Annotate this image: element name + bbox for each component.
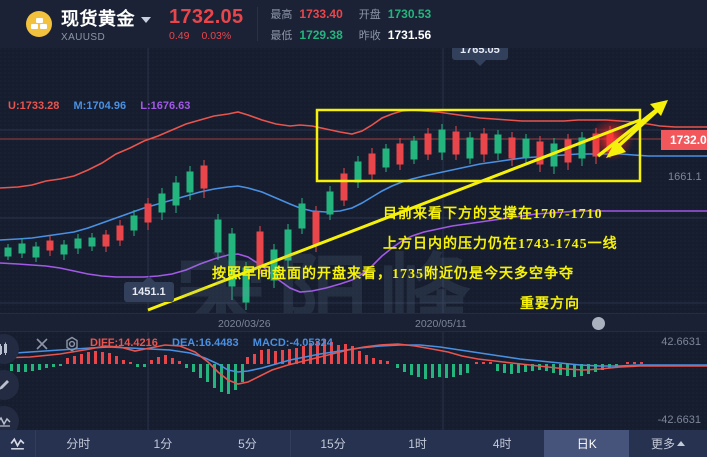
annotation-line-3: 按照早间盘面的开盘来看，1735附近仍是今天多空争夺 <box>212 267 574 282</box>
high-price-flag: 1765.05 <box>452 48 508 66</box>
time-label-1: 2020/03/26 <box>218 318 271 330</box>
price-block: 1732.05 0.49 0.03% <box>169 6 243 42</box>
more-button-label: 更多 <box>650 437 675 451</box>
timeframe-1m[interactable]: 1分 <box>121 430 206 457</box>
low-price-flag-value: 1451.1 <box>132 286 166 298</box>
time-label-2: 2020/05/11 <box>415 318 467 330</box>
symbol-block[interactable]: 现货黄金 XAUUSD <box>61 5 151 43</box>
low-price-flag: 1451.1 <box>124 276 174 302</box>
bollinger-legend: U:1733.28 M:1704.96 L:1676.63 <box>8 100 190 112</box>
symbol-name: 现货黄金 <box>61 9 135 29</box>
change-absolute: 0.49 <box>169 30 190 42</box>
macd-diff-value: DIFF:14.4216 <box>90 337 158 349</box>
stat-high-value: 1733.40 <box>299 6 343 21</box>
indicator-wave-icon <box>0 416 11 427</box>
boll-mid-value: M:1704.96 <box>73 100 127 112</box>
stat-high-label: 最高 <box>270 8 293 21</box>
timeframe-fenshi-label: 分时 <box>66 437 91 451</box>
stat-prevclose-value: 1731.56 <box>387 27 432 42</box>
timeframe-4h-label: 4时 <box>492 437 512 451</box>
timeframe-toolbar[interactable]: 分时 1分 5分 15分 1时 4时 日K 更多 <box>0 430 707 457</box>
timeframe-4h[interactable]: 4时 <box>460 430 545 457</box>
time-axis-marker[interactable] <box>592 317 605 330</box>
candlestick-icon <box>0 342 7 355</box>
current-price-tag: 1732.05 <box>661 130 707 150</box>
macd-axis-bottom: -42.6631 <box>657 414 701 426</box>
down-arrow-annotation <box>606 106 662 158</box>
quote-stats: 最高 1733.40 最低 1729.38 开盘 1730.53 昨收 1731… <box>270 6 447 43</box>
line-chart-icon <box>10 437 25 450</box>
timeframe-1m-label: 1分 <box>153 437 173 451</box>
candlestick-series <box>4 124 614 310</box>
timeframe-daily[interactable]: 日K <box>544 430 630 457</box>
gold-bars-icon <box>26 11 52 37</box>
close-icon[interactable] <box>34 336 50 352</box>
stat-low-value: 1729.38 <box>299 27 343 42</box>
side-tool-draw[interactable] <box>0 370 19 400</box>
side-tool-candlestick[interactable] <box>0 334 19 364</box>
quote-header: 现货黄金 XAUUSD 1732.05 0.49 0.03% 最高 1733.4… <box>0 0 707 48</box>
header-divider <box>257 7 259 41</box>
macd-panel[interactable]: DIFF:14.4216 DEA:16.4483 MACD:-4.05324 4… <box>0 332 707 430</box>
timeframe-1h[interactable]: 1时 <box>375 430 460 457</box>
timeframe-fenshi[interactable]: 分时 <box>36 430 121 457</box>
macd-canvas <box>0 332 707 430</box>
stat-prevclose: 昨收 1731.56 <box>359 27 431 43</box>
stat-open-label: 开盘 <box>358 8 381 21</box>
stat-open-value: 1730.53 <box>387 6 432 21</box>
annotation-line-1: 目前来看下方的支撑在1707-1710 <box>383 207 603 222</box>
timeframe-5m[interactable]: 5分 <box>205 430 290 457</box>
chevron-down-icon[interactable] <box>141 17 151 23</box>
boll-upper-value: U:1733.28 <box>8 100 60 112</box>
macd-dea-value: DEA:16.4483 <box>172 337 239 349</box>
price-axis-label: 1661.1 <box>668 171 702 183</box>
change-percent: 0.03% <box>201 30 232 42</box>
stat-low-label: 最低 <box>270 29 293 42</box>
price-chart-canvas <box>0 48 707 313</box>
stat-high: 最高 1733.40 <box>270 6 342 22</box>
macd-legend: DIFF:14.4216 DEA:16.4483 MACD:-4.05324 <box>90 337 333 349</box>
pencil-icon <box>0 380 9 390</box>
trendline-annotation <box>147 118 641 312</box>
side-tool-indicator[interactable] <box>0 406 19 430</box>
macd-macd-value: MACD:-4.05324 <box>252 337 333 349</box>
boll-lower-value: L:1676.63 <box>140 100 191 112</box>
more-button[interactable]: 更多 <box>629 430 707 457</box>
timeframe-1h-label: 1时 <box>408 437 427 451</box>
settings-icon[interactable] <box>64 336 80 352</box>
chevron-up-icon <box>677 441 685 446</box>
stat-open: 开盘 1730.53 <box>359 6 431 22</box>
time-axis: 2020/03/26 2020/05/11 <box>0 313 707 332</box>
annotation-line-4: 重要方向 <box>520 297 580 312</box>
timeframe-15m-label: 15分 <box>320 437 346 451</box>
price-chart[interactable]: 宋阳峰 U:1733.28 M:1704.96 L:1676.63 1765.0… <box>0 48 707 313</box>
annotation-line-2: 上方日内的压力仍在1743-1745一线 <box>383 237 618 252</box>
chart-type-button[interactable] <box>0 430 36 457</box>
macd-axis-top: 42.6631 <box>661 336 701 348</box>
macd-histogram-negative <box>10 364 618 394</box>
timeframe-5m-label: 5分 <box>238 437 257 451</box>
timeframe-daily-label: 日K <box>576 437 597 451</box>
last-price: 1732.05 <box>169 6 244 28</box>
stat-prevclose-label: 昨收 <box>358 29 381 42</box>
stat-low: 最低 1729.38 <box>270 27 342 43</box>
high-price-flag-value: 1765.05 <box>460 48 500 56</box>
symbol-code: XAUUSD <box>61 32 106 43</box>
timeframe-15m[interactable]: 15分 <box>289 430 376 457</box>
